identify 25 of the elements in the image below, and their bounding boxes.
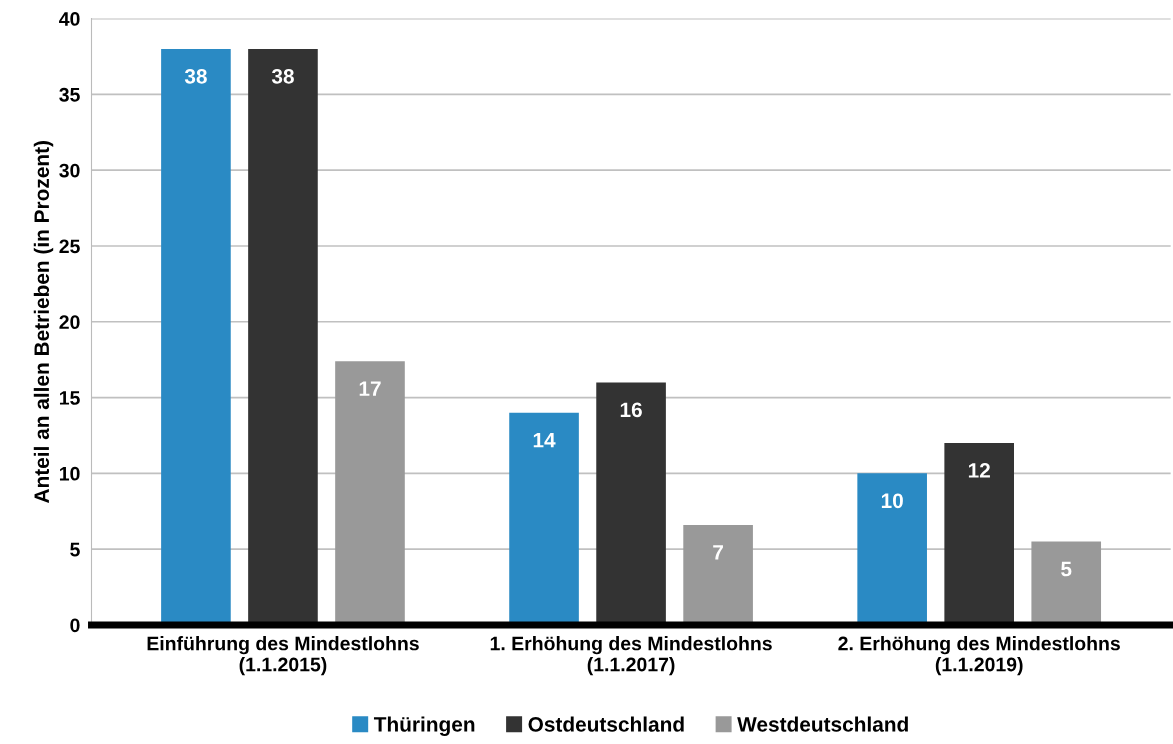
data-label: 38 — [184, 68, 207, 84]
y-tick-label: 15 — [59, 391, 80, 405]
legend-label: Ostdeutschland — [528, 716, 684, 732]
y-tick-label: 0 — [70, 618, 80, 633]
data-label: 5 — [1061, 561, 1072, 577]
data-label: 16 — [620, 402, 642, 418]
data-label: 14 — [533, 432, 556, 448]
y-tick-label: 35 — [59, 87, 80, 102]
data-label: 7 — [713, 545, 723, 560]
y-tick-label: 25 — [59, 239, 80, 254]
y-tick-label: 40 — [59, 12, 80, 26]
data-label: 17 — [359, 381, 381, 396]
data-label: 12 — [968, 463, 990, 478]
y-tick-label: 10 — [59, 466, 80, 481]
data-label: 38 — [271, 68, 294, 84]
y-tick-label: 30 — [59, 163, 80, 178]
x-tick-label: Einführung des Mindestlohns (1.1.2015) — [147, 636, 419, 676]
y-tick-label: 5 — [70, 542, 80, 557]
x-tick-label: 1. Erhöhung des Mindestlohns (1.1.2017) — [490, 636, 772, 676]
x-tick-label: 2. Erhöhung des Mindestlohns (1.1.2019) — [838, 636, 1120, 676]
legend-label: Westdeutschland — [737, 716, 908, 732]
y-axis-title: Anteil an allen Betrieben (in Prozent) — [33, 141, 54, 503]
legend-label: Thüringen — [373, 716, 475, 736]
data-label: 10 — [881, 493, 903, 509]
y-tick-label: 20 — [59, 315, 80, 330]
